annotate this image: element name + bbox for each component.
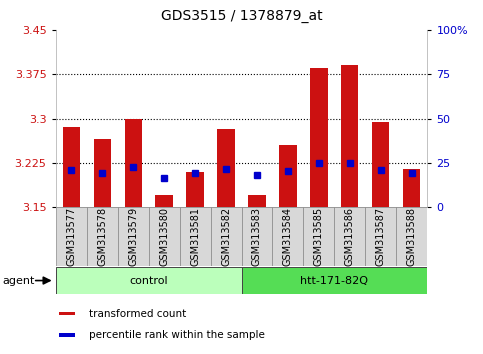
- Text: transformed count: transformed count: [89, 308, 186, 319]
- Text: GDS3515 / 1378879_at: GDS3515 / 1378879_at: [161, 9, 322, 23]
- Bar: [341, 65, 358, 207]
- Bar: [334, 207, 366, 266]
- Text: GSM313577: GSM313577: [66, 207, 76, 266]
- Bar: [62, 127, 80, 207]
- Text: GSM313578: GSM313578: [97, 207, 107, 266]
- Text: GSM313584: GSM313584: [283, 207, 293, 266]
- Text: percentile rank within the sample: percentile rank within the sample: [89, 330, 265, 340]
- Bar: [242, 267, 427, 294]
- Bar: [372, 121, 389, 207]
- Bar: [397, 207, 427, 266]
- Text: GSM313582: GSM313582: [221, 207, 231, 266]
- Bar: [217, 129, 235, 207]
- Bar: [303, 207, 334, 266]
- Bar: [56, 267, 242, 294]
- Bar: [280, 145, 297, 207]
- Bar: [272, 207, 303, 266]
- Text: GSM313587: GSM313587: [376, 207, 386, 266]
- Text: GSM313579: GSM313579: [128, 207, 138, 266]
- Text: GSM313586: GSM313586: [345, 207, 355, 266]
- Text: GSM313583: GSM313583: [252, 207, 262, 266]
- Text: GSM313585: GSM313585: [314, 207, 324, 266]
- Text: GSM313580: GSM313580: [159, 207, 169, 266]
- Bar: [403, 169, 421, 207]
- Bar: [311, 68, 327, 207]
- Bar: [125, 119, 142, 207]
- Bar: [156, 195, 172, 207]
- Bar: [366, 207, 397, 266]
- Text: GSM313588: GSM313588: [407, 207, 417, 266]
- Text: agent: agent: [2, 275, 35, 286]
- Bar: [59, 312, 75, 315]
- Bar: [149, 207, 180, 266]
- Bar: [94, 139, 111, 207]
- Text: htt-171-82Q: htt-171-82Q: [300, 275, 369, 286]
- Bar: [248, 195, 266, 207]
- Text: control: control: [129, 275, 168, 286]
- Text: GSM313581: GSM313581: [190, 207, 200, 266]
- Bar: [180, 207, 211, 266]
- Bar: [117, 207, 149, 266]
- Bar: [56, 207, 86, 266]
- Bar: [186, 172, 203, 207]
- Bar: [59, 333, 75, 337]
- Bar: [242, 207, 272, 266]
- Bar: [211, 207, 242, 266]
- Bar: [86, 207, 117, 266]
